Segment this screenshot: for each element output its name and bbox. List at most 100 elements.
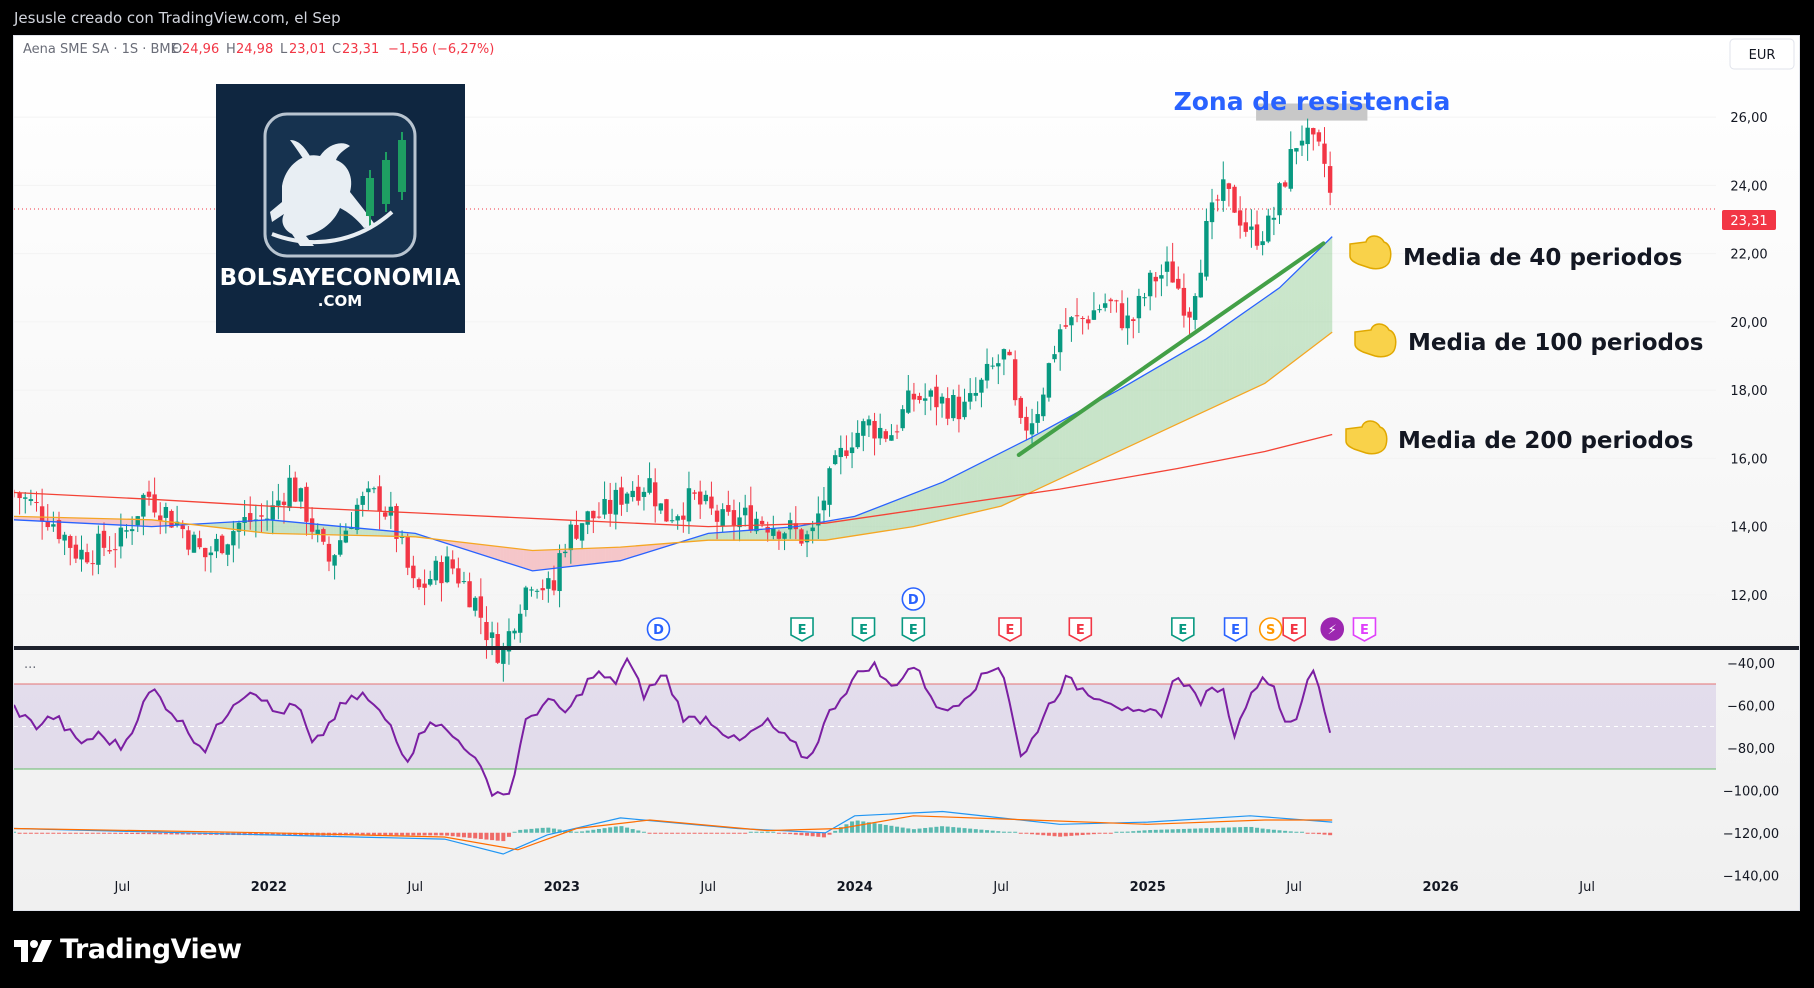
macd-histogram-bar <box>270 832 275 836</box>
macd-histogram-bar <box>765 831 770 833</box>
ma-cloud-fill <box>1112 391 1116 455</box>
macd-histogram-bar <box>1266 829 1271 833</box>
event-marker-earnings-future[interactable]: E <box>1352 617 1377 642</box>
candle-body <box>1204 220 1209 277</box>
event-marker-earnings-down[interactable]: E <box>998 617 1022 642</box>
ma100-label: Media de 100 periodos <box>1408 330 1704 356</box>
ma-cloud-fill <box>1083 407 1087 468</box>
currency-label: EUR <box>1749 48 1776 63</box>
chart-svg[interactable]: D E E EDE E E E S E ⚡ E 26,0024,0022,0020,0018,001… <box>14 36 1800 911</box>
x-tick-label: Jul <box>699 880 716 895</box>
candle-body <box>996 363 1001 367</box>
candle-body <box>1052 354 1057 360</box>
candle-body <box>169 510 174 528</box>
chart-frame[interactable]: D E E E D E E E E S E ⚡ E 26,00 24,00 22,00 20,00 18,00 1… <box>13 35 1800 911</box>
macd-histogram-bar <box>473 832 478 839</box>
ma-line-200[interactable] <box>14 433 1333 528</box>
ma-cloud-fill <box>1051 425 1054 483</box>
ma-line-100[interactable] <box>14 331 1333 552</box>
currency-button[interactable] <box>1729 38 1795 70</box>
event-marker-earnings-up[interactable]: E <box>790 617 814 642</box>
event-marker-earnings-up-blue[interactable]: E <box>1223 617 1248 642</box>
legend-ohlc: O 24,96 H 24,98 L 23,01 C 23,31 −1,56 (−… <box>172 42 494 57</box>
candle-body <box>293 477 298 502</box>
svg-text:E: E <box>1006 623 1015 638</box>
event-marker-dividend[interactable]: D <box>646 617 671 641</box>
ma-cloud-fill <box>1326 239 1330 337</box>
ma-cloud-fill <box>977 463 981 512</box>
legend-symbol[interactable]: Aena SME SA · 1S · BME <box>23 42 179 57</box>
candle-body <box>1131 319 1136 321</box>
candle-body <box>96 533 101 565</box>
ma-cloud-fill <box>96 518 99 524</box>
macd-histogram-bar <box>1142 830 1147 833</box>
ma-cloud-fill <box>758 529 762 541</box>
ma-cloud-fill <box>16 516 20 521</box>
event-marker-dividend[interactable]: D <box>901 587 926 611</box>
macd-histogram-bar <box>675 832 680 834</box>
macd-histogram-bar <box>568 831 573 833</box>
osc-tick-label: −60,00 <box>1727 699 1775 714</box>
ma-cloud-fill <box>1247 308 1251 392</box>
pane-separator[interactable] <box>14 646 1800 650</box>
macd-histogram-bar <box>760 831 765 833</box>
ma-cloud-fill <box>1030 436 1034 493</box>
ma-cloud-fill <box>365 528 369 536</box>
event-marker-split[interactable]: S <box>1258 617 1283 641</box>
macd-histogram-bar <box>1294 831 1299 833</box>
tradingview-brand[interactable]: TradingView <box>14 934 242 965</box>
event-marker-earnings-down[interactable]: E <box>1282 617 1306 642</box>
resistance-zone[interactable] <box>1256 103 1368 121</box>
candle-body <box>956 396 962 420</box>
ma-cloud-fill <box>1004 449 1008 505</box>
ma-cloud-fill <box>1059 420 1063 479</box>
events-row[interactable]: D E E EDE E E E S E ⚡ E <box>646 587 1377 642</box>
svg-text:E: E <box>859 623 868 638</box>
candle-body <box>180 525 185 530</box>
candle-body <box>208 552 214 556</box>
event-marker-earnings-up[interactable]: E <box>851 617 876 642</box>
ma-cloud-fill <box>588 548 592 565</box>
ma-line-40[interactable] <box>14 236 1333 572</box>
price-tick-label: 26,00 <box>1730 111 1767 126</box>
price-tick-label: 18,00 <box>1730 384 1767 399</box>
macd-histogram-bar <box>281 832 286 836</box>
macd-histogram-bar <box>506 832 511 837</box>
macd-histogram-bar <box>551 828 556 833</box>
candle-body <box>703 494 709 502</box>
macd-histogram-bar <box>79 832 84 834</box>
ma-cloud-fill <box>1174 356 1177 426</box>
oscillator-pane[interactable] <box>14 656 1716 855</box>
event-marker-earnings-up[interactable]: E <box>1171 617 1195 642</box>
macd-histogram-bar <box>619 826 624 833</box>
ma-cloud-fill <box>1138 376 1142 442</box>
candle-body <box>1046 363 1052 398</box>
event-marker-earnings-down[interactable]: E <box>1068 617 1093 642</box>
event-marker-earnings-up[interactable]: E <box>901 617 926 642</box>
candle-body <box>1277 183 1282 216</box>
ma-cloud-fill <box>957 473 961 517</box>
ma-cloud-fill <box>139 519 143 527</box>
ma-cloud-fill <box>503 547 507 563</box>
svg-text:E: E <box>1231 623 1240 638</box>
macd-histogram-bar <box>1328 832 1333 836</box>
trendline[interactable] <box>1016 241 1326 457</box>
event-marker-flash[interactable]: ⚡ <box>1320 617 1345 641</box>
macd-histogram-bar <box>1120 831 1125 833</box>
ma-cloud-fill <box>632 545 636 558</box>
oscillator-menu-icon[interactable]: ··· <box>24 661 36 676</box>
macd-histogram-bar <box>1198 828 1203 833</box>
ma-cloud-fill <box>608 547 612 563</box>
ma-cloud-fill <box>561 549 565 568</box>
candle-body <box>332 555 337 566</box>
macd-signal-line[interactable] <box>14 815 1333 851</box>
x-tick-label: 2022 <box>251 880 287 895</box>
rsi-line[interactable] <box>14 656 1332 798</box>
macd-histogram-bar <box>731 832 736 834</box>
ma-cloud-fill <box>283 521 287 534</box>
ma-cloud-fill <box>635 545 638 557</box>
macd-histogram-bar <box>782 832 787 834</box>
ma-cloud-fill <box>989 457 993 509</box>
x-tick-label: Jul <box>114 880 131 895</box>
macd-histogram-bar <box>771 831 776 833</box>
